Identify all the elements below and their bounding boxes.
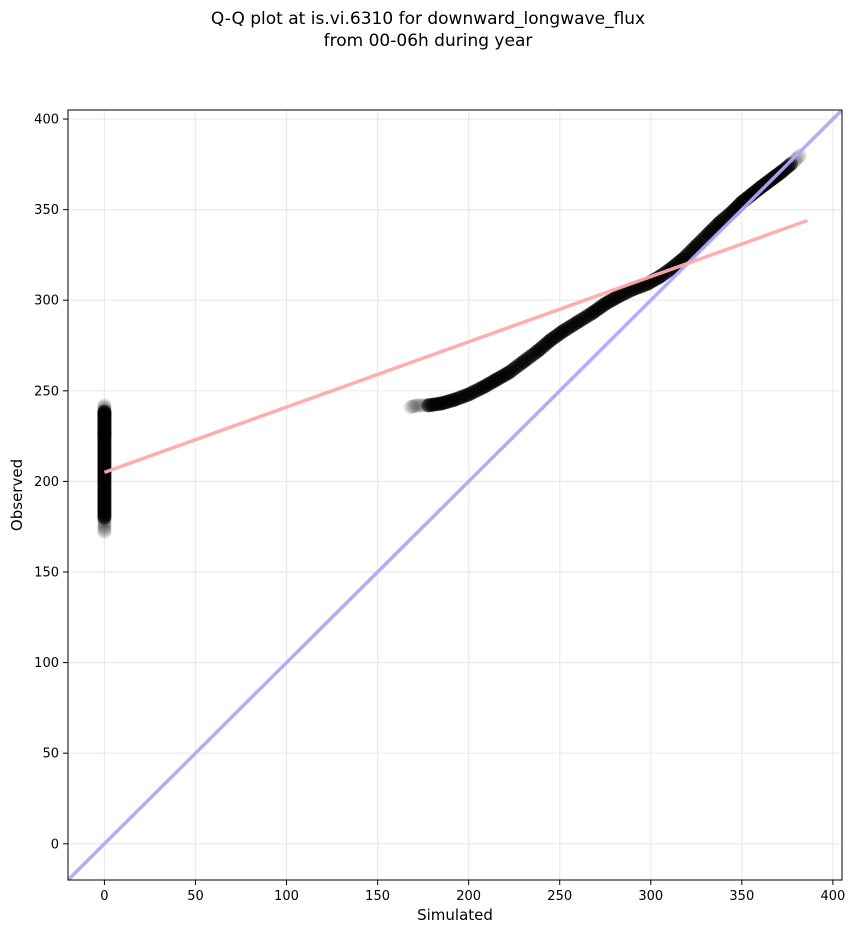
y-tick-label: 400 xyxy=(34,113,59,128)
data-point xyxy=(97,401,112,416)
data-point xyxy=(793,148,808,163)
data-point xyxy=(97,520,112,535)
data-point xyxy=(405,399,420,414)
data-point xyxy=(790,150,805,165)
x-axis-label: Simulated xyxy=(417,906,493,924)
x-tick-label: 0 xyxy=(100,889,108,904)
data-point xyxy=(97,401,112,416)
data-point xyxy=(789,151,804,166)
y-tick-label: 100 xyxy=(34,656,59,671)
fit-line xyxy=(103,218,808,475)
y-tick-label: 250 xyxy=(34,384,59,399)
data-point xyxy=(403,400,418,415)
data-point xyxy=(410,398,425,413)
data-point xyxy=(97,525,112,540)
data-point xyxy=(97,399,112,414)
x-tick-label: 150 xyxy=(365,889,390,904)
data-point xyxy=(787,154,802,169)
data-point xyxy=(97,404,112,419)
data-point xyxy=(408,398,423,413)
data-point xyxy=(97,523,112,538)
data-point xyxy=(409,398,424,413)
y-tick-label: 50 xyxy=(42,747,59,762)
identity-line xyxy=(68,110,842,880)
plot-frame xyxy=(67,109,843,881)
chart-title-line-1: Q-Q plot at is.vi.6310 for downward_long… xyxy=(210,9,646,29)
data-point xyxy=(404,399,419,414)
x-tick-label: 250 xyxy=(547,889,572,904)
data-point xyxy=(97,522,112,537)
data-point xyxy=(97,398,112,413)
x-tick-label: 350 xyxy=(729,889,754,904)
data-point xyxy=(785,155,800,170)
x-tick-label: 200 xyxy=(456,889,481,904)
x-tick-label: 400 xyxy=(820,889,845,904)
data-point xyxy=(784,157,799,172)
chart-title-line-2: from 00-06h during year xyxy=(323,31,533,51)
data-point xyxy=(97,403,112,418)
y-tick-label: 0 xyxy=(51,837,59,852)
x-tick-label: 100 xyxy=(274,889,299,904)
data-point xyxy=(788,153,803,168)
data-point xyxy=(407,399,422,414)
data-point xyxy=(97,402,112,417)
chart-title: Q-Q plot at is.vi.6310 for downward_long… xyxy=(0,8,856,52)
data-point xyxy=(97,400,112,415)
x-tick-label: 50 xyxy=(187,889,204,904)
x-tick-label: 300 xyxy=(638,889,663,904)
y-axis-label: Observed xyxy=(8,459,26,531)
data-point xyxy=(97,521,112,536)
y-tick-label: 350 xyxy=(34,203,59,218)
y-tick-label: 300 xyxy=(34,294,59,309)
y-tick-label: 150 xyxy=(34,566,59,581)
plot-area xyxy=(68,110,842,880)
y-tick-label: 200 xyxy=(34,475,59,490)
data-point xyxy=(791,149,806,164)
